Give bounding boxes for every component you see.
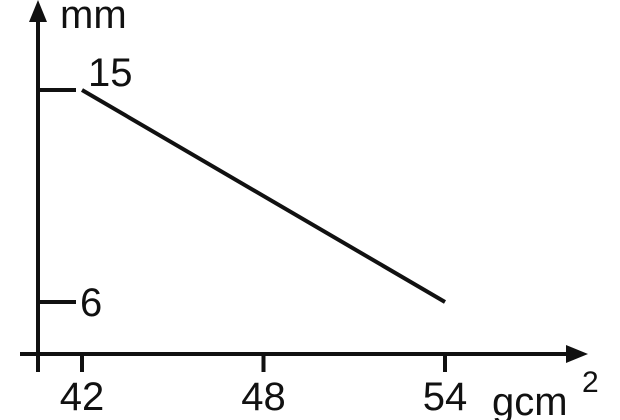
x-tick-label: 48 <box>241 375 286 419</box>
x-tick-label: 54 <box>423 375 468 419</box>
y-tick-label: 15 <box>88 51 133 95</box>
x-axis-label-superscript: 2 <box>582 366 599 399</box>
x-axis-label: gcm <box>492 380 568 420</box>
series-line <box>80 88 447 304</box>
y-axis-arrow <box>29 0 47 22</box>
y-axis-label: mm <box>60 0 127 37</box>
y-tick-label: 6 <box>80 281 102 325</box>
x-tick-label: 42 <box>60 375 105 419</box>
x-axis-arrow <box>566 345 588 363</box>
